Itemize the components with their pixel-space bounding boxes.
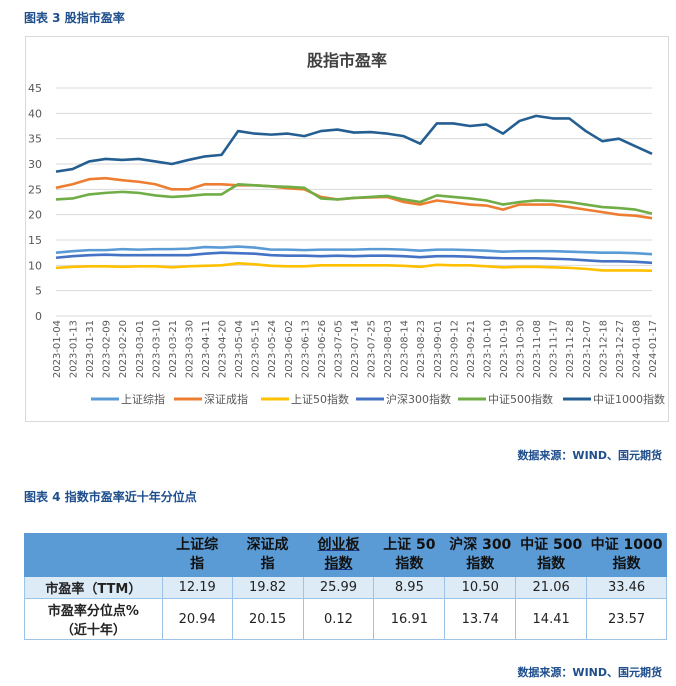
x-tick-label: 2023-06-13	[300, 320, 311, 378]
cell: 13.74	[444, 598, 517, 640]
header-csi300: 沪深 300 指数	[444, 533, 517, 577]
x-tick-label: 2023-04-11	[201, 320, 212, 378]
cell: 19.82	[231, 576, 304, 599]
table-row: 市盈率（TTM） 12.19 19.82 25.99 8.95 10.50 21…	[24, 576, 667, 599]
x-tick-label: 2023-02-20	[118, 320, 129, 378]
x-tick-label: 2023-06-02	[284, 320, 295, 378]
legend-label: 上证综指	[121, 392, 165, 406]
header-sse-composite: 上证综指	[161, 533, 233, 577]
cell: 21.06	[515, 576, 588, 599]
figure3-caption: 图表 3 股指市盈率	[24, 11, 125, 25]
cell: 8.95	[373, 576, 446, 599]
cell: 25.99	[302, 576, 375, 599]
series-line-上证综指	[55, 245, 653, 256]
x-tick-label: 2023-09-21	[466, 320, 477, 378]
x-tick-label: 2023-03-10	[151, 320, 162, 378]
chart-svg: 股指市盈率 0 5 10 15 20 25 30 35 40 45 2023-01-04 2023-0…	[28, 51, 665, 406]
x-tick-label: 2023-11-08	[532, 320, 543, 378]
series-line-上证50指数	[55, 262, 653, 272]
source-note-1: 数据来源：WIND、国元期货	[517, 449, 662, 462]
x-tick-label: 2023-10-10	[482, 320, 493, 378]
legend-label: 中证1000指数	[593, 392, 665, 406]
y-tick-label: 10	[28, 259, 42, 272]
legend-label: 中证500指数	[488, 392, 553, 406]
x-tick-label: 2023-01-13	[69, 320, 80, 378]
x-tick-label: 2023-09-01	[433, 320, 444, 378]
y-tick-label: 15	[28, 234, 42, 247]
header-sse50: 上证 50 指数	[373, 533, 446, 577]
x-tick-label: 2024-01-08	[631, 320, 642, 378]
x-tick-label: 2023-07-14	[350, 320, 361, 378]
cell: 0.12	[302, 598, 375, 640]
series-line-中证1000指数	[55, 114, 653, 173]
table-row: 市盈率分位点% （近十年） 20.94 20.15 0.12 16.91 13.7…	[24, 598, 667, 640]
cell: 14.41	[515, 598, 588, 640]
cell: 16.91	[373, 598, 446, 640]
chart-title: 股指市盈率	[307, 51, 387, 70]
y-tick-label: 35	[28, 133, 42, 146]
header-chinext: 创业板指数	[302, 533, 375, 577]
x-tick-label: 2023-01-31	[85, 320, 96, 378]
header-blank	[24, 533, 163, 577]
x-tick-label: 2023-12-27	[615, 320, 626, 378]
y-tick-label: 40	[28, 107, 42, 120]
x-tick-label: 2023-05-15	[251, 320, 262, 378]
legend-label: 沪深300指数	[386, 392, 451, 406]
y-tick-label: 25	[28, 183, 42, 196]
x-tick-label: 2023-04-20	[218, 320, 229, 378]
y-tick-label: 30	[28, 158, 42, 171]
cell: 20.15	[231, 598, 304, 640]
x-tick-label: 2023-05-24	[267, 320, 278, 378]
x-tick-label: 2023-01-04	[52, 320, 63, 378]
y-tick-label: 20	[28, 209, 42, 222]
legend-label: 上证50指数	[291, 392, 349, 406]
header-csi1000: 中证 1000 指数	[586, 533, 667, 577]
header-chinext-label: 创业板指数	[317, 537, 360, 572]
pe-percentile-table: 上证综指 深证成指 创业板指数 上证 50 指数 沪深 300 指数 中证 500 指…	[24, 533, 667, 640]
y-tick-label: 0	[35, 310, 42, 323]
legend-label: 深证成指	[204, 392, 248, 406]
header-szse-component: 深证成指	[231, 533, 304, 577]
x-tick-label: 2023-03-30	[184, 320, 195, 378]
x-tick-label: 2023-07-25	[367, 320, 378, 378]
x-tick-label: 2023-12-18	[598, 320, 609, 378]
x-tick-label: 2023-02-09	[102, 320, 113, 378]
header-csi500: 中证 500 指数	[515, 533, 588, 577]
source-note-2: 数据来源：WIND、国元期货	[517, 666, 662, 679]
figure4-caption: 图表 4 指数市盈率近十年分位点	[24, 490, 197, 504]
cell: 12.19	[161, 576, 233, 599]
cell: 23.57	[586, 598, 667, 640]
y-tick-label: 5	[35, 285, 42, 298]
x-tick-label: 2023-08-23	[416, 320, 427, 378]
table-header-row: 上证综指 深证成指 创业板指数 上证 50 指数 沪深 300 指数 中证 500 指…	[24, 533, 667, 577]
x-tick-label: 2023-09-12	[449, 320, 460, 378]
x-tick-label: 2023-10-30	[516, 320, 527, 378]
x-tick-label: 2023-03-21	[168, 320, 179, 378]
cell: 33.46	[586, 576, 667, 599]
x-tick-label: 2023-08-14	[400, 320, 411, 378]
x-tick-label: 2023-07-05	[333, 320, 344, 378]
x-tick-label: 2023-10-19	[499, 320, 510, 378]
x-tick-label: 2023-08-03	[383, 320, 394, 378]
x-tick-label: 2023-11-28	[565, 320, 576, 378]
cell: 20.94	[161, 598, 233, 640]
x-tick-label: 2023-05-04	[234, 320, 245, 378]
x-tick-label: 2023-11-17	[549, 320, 560, 378]
y-tick-label: 45	[28, 82, 42, 95]
x-tick-label: 2024-01-17	[648, 320, 659, 378]
row-label: 市盈率（TTM）	[24, 576, 163, 599]
x-tick-label: 2023-03-01	[135, 320, 146, 378]
cell: 10.50	[444, 576, 517, 599]
x-tick-label: 2023-12-07	[582, 320, 593, 378]
pe-line-chart: 股指市盈率 0 5 10 15 20 25 30 35 40 45 2023-01-04 2023-0…	[25, 36, 669, 422]
row-label: 市盈率分位点% （近十年）	[24, 598, 163, 640]
series-line-沪深300指数	[55, 251, 653, 265]
series-line-中证500指数	[55, 182, 653, 215]
x-tick-label: 2023-06-26	[317, 320, 328, 378]
